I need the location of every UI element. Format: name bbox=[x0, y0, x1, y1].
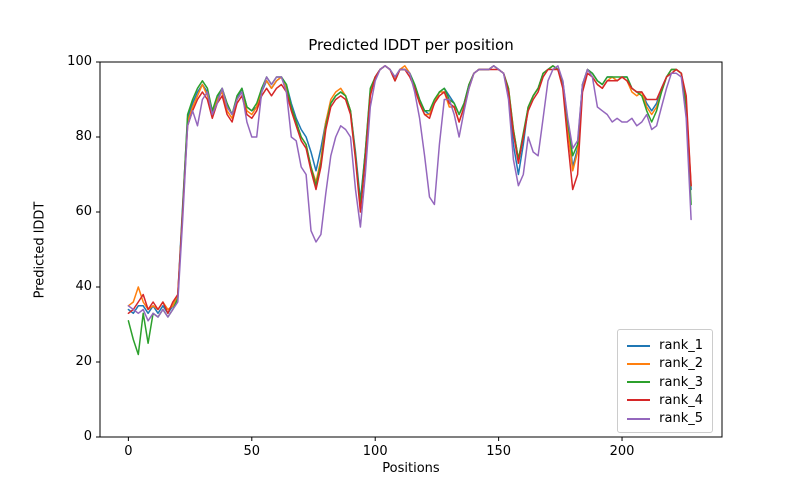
y-tick-label: 60 bbox=[75, 204, 92, 219]
legend-line-swatch bbox=[627, 381, 651, 383]
y-tick-label: 100 bbox=[67, 54, 92, 69]
legend-label: rank_4 bbox=[659, 392, 703, 408]
y-tick-label: 20 bbox=[75, 354, 92, 369]
legend-label: rank_3 bbox=[659, 374, 703, 390]
series-line-rank_1 bbox=[127, 65, 692, 315]
x-tick-label: 50 bbox=[243, 444, 261, 459]
axes-spines bbox=[99, 61, 723, 438]
chart-title: Predicted lDDT per position bbox=[308, 36, 514, 54]
legend-entry-rank_1: rank_1 bbox=[627, 337, 703, 354]
x-tick-label: 200 bbox=[609, 444, 635, 459]
legend-line-swatch bbox=[627, 362, 651, 365]
legend-label: rank_2 bbox=[659, 356, 703, 372]
series-line-rank_4 bbox=[127, 65, 692, 315]
legend-entry-rank_5: rank_5 bbox=[627, 410, 703, 427]
x-tick-label: 150 bbox=[486, 444, 512, 459]
legend-label: rank_5 bbox=[659, 411, 703, 426]
series-line-rank_5 bbox=[127, 65, 692, 322]
legend-entry-rank_4: rank_4 bbox=[627, 392, 703, 409]
y-tick-label: 80 bbox=[75, 129, 92, 144]
y-axis-label: Predicted lDDT bbox=[32, 201, 48, 299]
y-tick-label: 0 bbox=[83, 429, 92, 444]
series-line-rank_3 bbox=[127, 65, 692, 356]
legend: rank_1 rank_2 rank_3 rank_4 rank_5 bbox=[617, 329, 713, 433]
x-tick-label: 100 bbox=[362, 444, 388, 459]
x-tick-label: 0 bbox=[124, 444, 133, 459]
legend-line-swatch bbox=[627, 344, 651, 347]
legend-line-swatch bbox=[627, 417, 651, 420]
legend-entry-rank_2: rank_2 bbox=[627, 355, 703, 372]
legend-label: rank_1 bbox=[659, 338, 703, 353]
y-tick-label: 40 bbox=[75, 279, 92, 294]
series-line-rank_2 bbox=[127, 65, 692, 311]
x-axis-label: Positions bbox=[382, 461, 440, 476]
legend-entry-rank_3: rank_3 bbox=[627, 374, 703, 391]
legend-line-swatch bbox=[627, 399, 651, 402]
